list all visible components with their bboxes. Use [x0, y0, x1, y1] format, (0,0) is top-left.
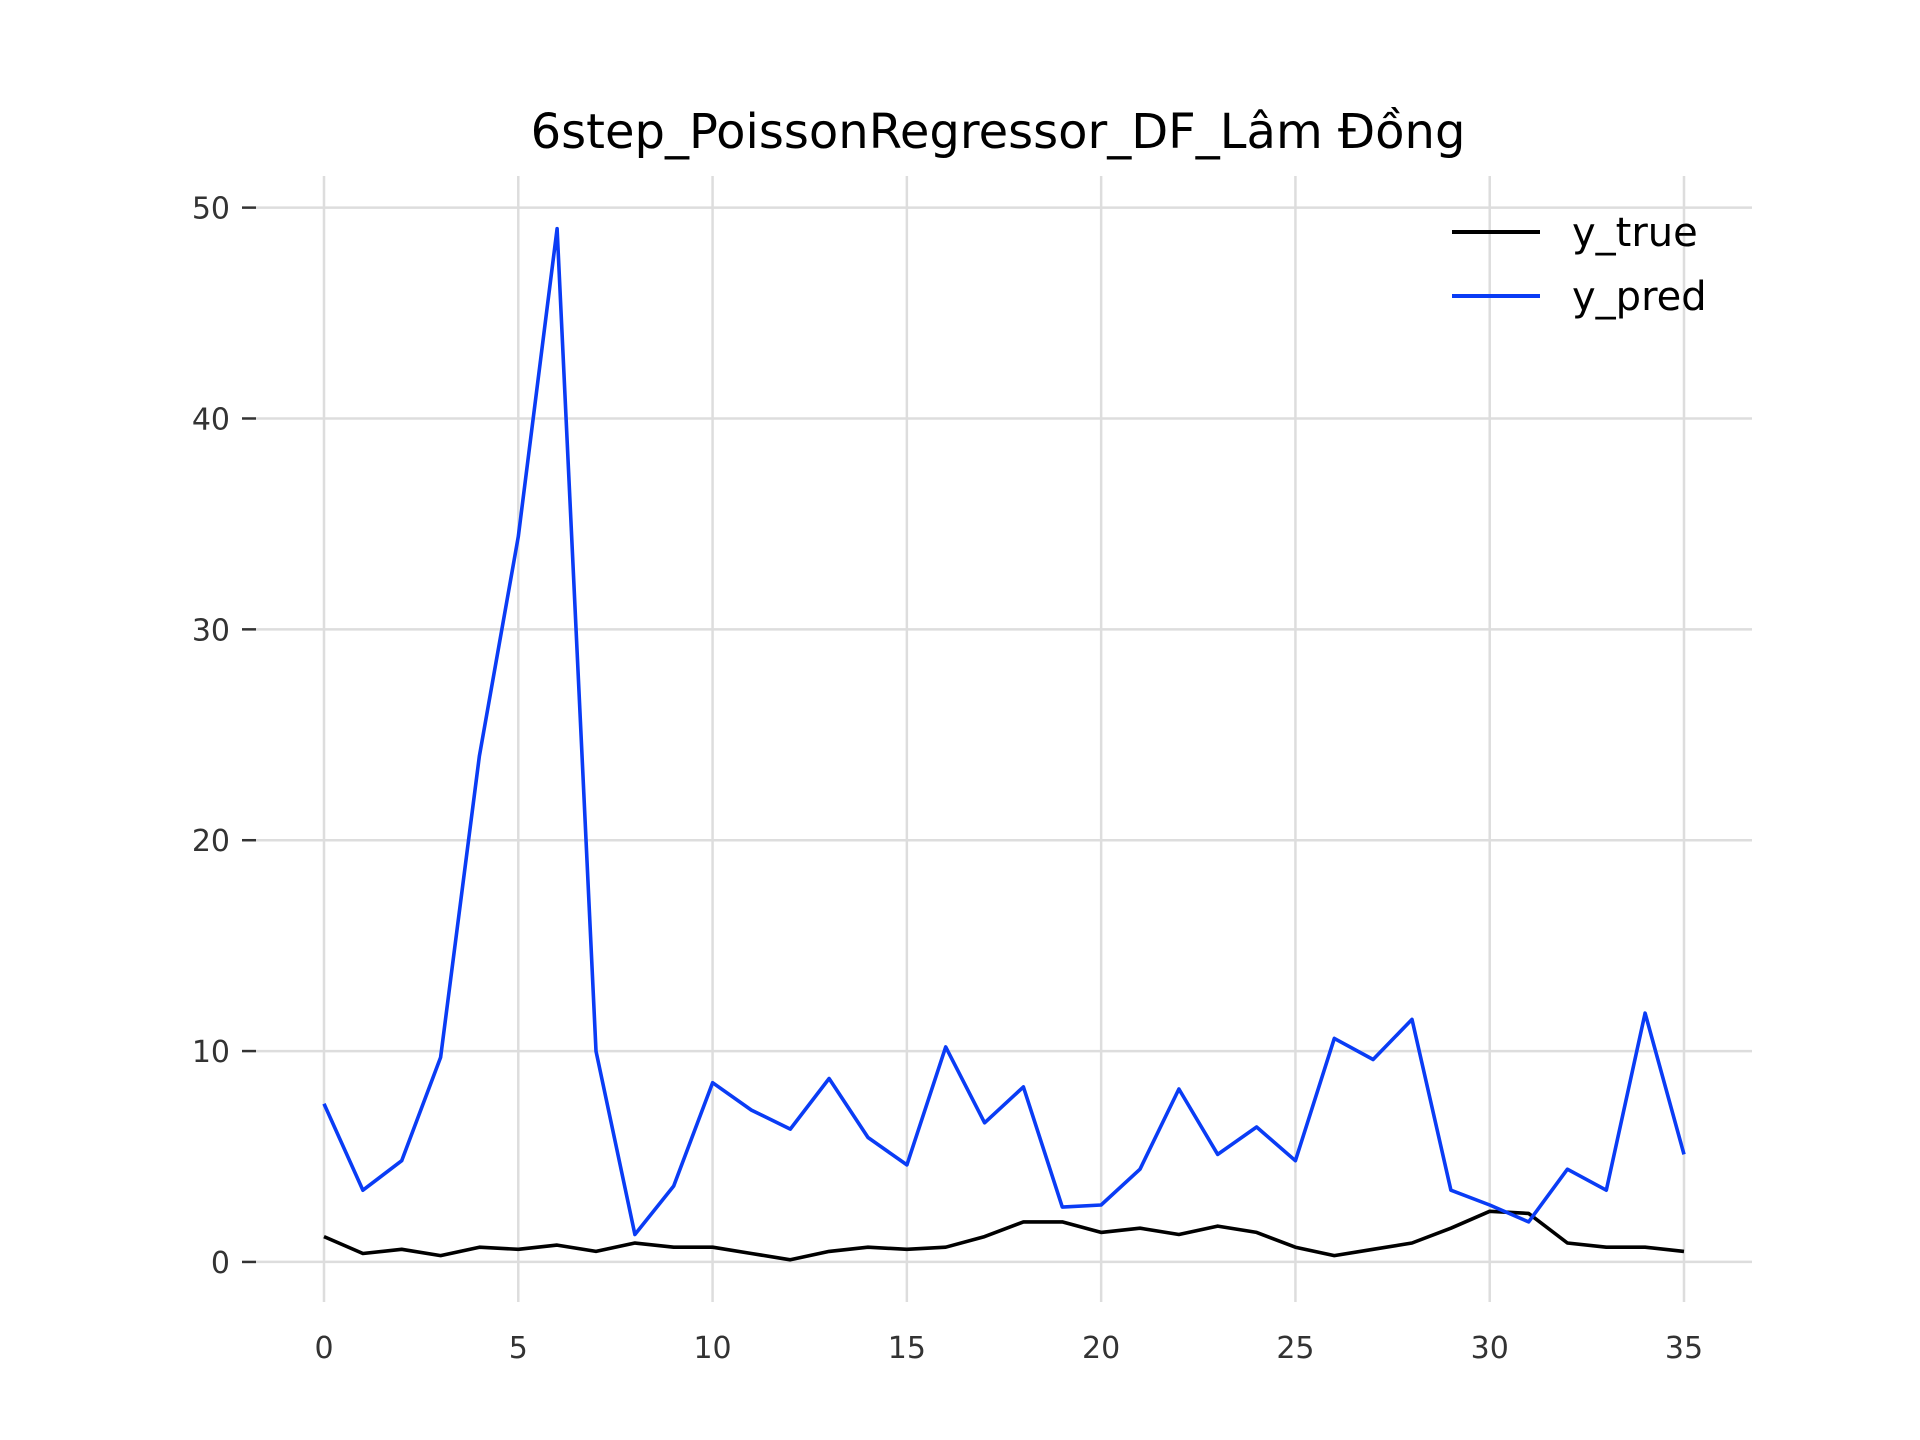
series-line-y-pred: [322, 226, 1686, 1237]
legend-label-y-true: y_true: [1572, 210, 1698, 256]
chart-title: 6step_PoissonRegressor_DF_Lâm Đồng: [531, 104, 1466, 160]
series-line-y-true: [323, 1209, 1685, 1262]
legend: y_true y_pred: [1452, 210, 1707, 320]
x-tick-label-15: 15: [888, 1331, 926, 1366]
x-tick-label-35: 35: [1665, 1331, 1703, 1366]
grid: [256, 176, 1752, 1302]
x-tick-label-30: 30: [1471, 1331, 1509, 1366]
x-tick-label-25: 25: [1276, 1331, 1314, 1366]
x-tick-label-10: 10: [693, 1331, 731, 1366]
y-tick-label-50: 50: [192, 192, 230, 227]
x-tick-label-20: 20: [1082, 1331, 1120, 1366]
x-tick-label-0: 0: [314, 1331, 333, 1366]
axis-ticks: 0 5 10 15 20 25 30 35 0 10 20 30 40 50: [192, 192, 1703, 1366]
series-group: [322, 226, 1686, 1262]
x-tick-label-5: 5: [509, 1331, 528, 1366]
y-tick-label-10: 10: [192, 1035, 230, 1070]
legend-label-y-pred: y_pred: [1572, 274, 1707, 320]
y-tick-label-40: 40: [192, 402, 230, 437]
y-tick-label-0: 0: [211, 1246, 230, 1281]
y-tick-label-30: 30: [192, 613, 230, 648]
y-tick-label-20: 20: [192, 824, 230, 859]
